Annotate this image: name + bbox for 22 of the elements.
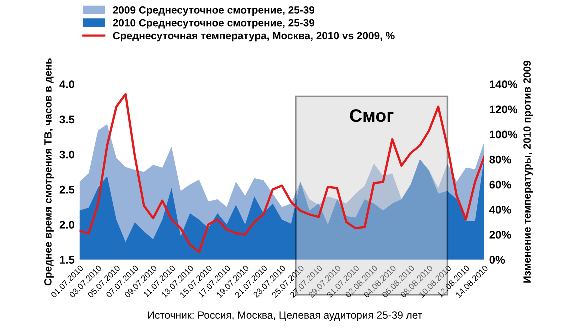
legend-label: 2009 Среднесуточное смотрение, 25-39 <box>113 6 315 16</box>
y2-tick-label: 100% <box>490 130 518 139</box>
y2-tick-label: 80% <box>490 156 512 164</box>
y-tick-label: 4.0 <box>60 80 74 89</box>
y2-tick-label: 120% <box>490 106 518 114</box>
y2-tick-label: 20% <box>490 231 512 239</box>
y-tick-label: 3.5 <box>60 116 75 124</box>
legend-label: Среднесуточная температура, Москва, 2010 vs 2009, % <box>113 32 395 42</box>
y-tick-label: 1.5 <box>60 256 75 264</box>
y2-axis-title: Изменение температуры, 2010 против 2009 <box>524 61 534 283</box>
y2-tick-label: 140% <box>490 80 518 89</box>
band-label: Смог <box>350 109 394 122</box>
y-tick-label: 2.5 <box>60 186 75 194</box>
y-tick-label: 3.0 <box>60 150 74 159</box>
legend-label: 2010 Среднесуточное смотрение, 25-39 <box>113 19 315 29</box>
line-series <box>80 93 484 254</box>
y2-tick-label: 40% <box>490 206 512 214</box>
y-tick-label: 2.0 <box>60 221 74 229</box>
y2-tick-label: 60% <box>490 180 512 189</box>
y2-tick-label: 0% <box>490 256 506 264</box>
text: Источник: Россия, Москва, Целевая аудитория 25-39 лет <box>148 312 422 322</box>
y-axis-title: Среднее время смотрения ТВ, часов в день <box>44 58 54 286</box>
